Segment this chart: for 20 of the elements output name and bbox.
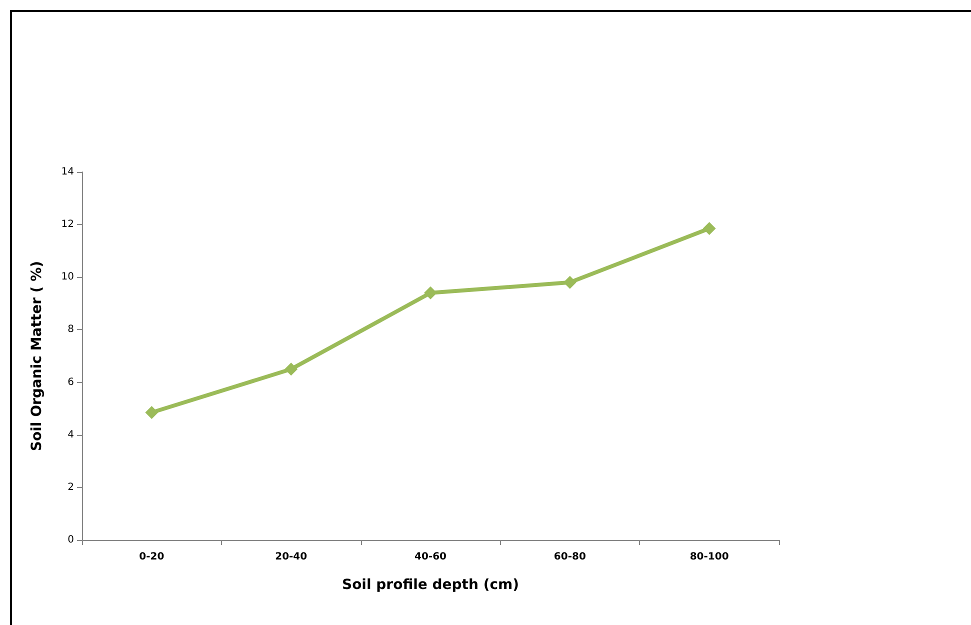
x-tick-label: 0-20 bbox=[139, 552, 164, 562]
y-tick-label: 0 bbox=[68, 534, 74, 546]
y-axis-title: Soil Organic Matter ( %) bbox=[29, 260, 45, 452]
point bbox=[702, 222, 716, 236]
y-tick-label: 8 bbox=[68, 324, 74, 336]
x-axis-title: Soil profile depth (cm) bbox=[342, 577, 520, 593]
point bbox=[145, 406, 158, 420]
point bbox=[424, 286, 437, 300]
y-tick-label: 2 bbox=[68, 482, 74, 493]
x-tick-label: 20-40 bbox=[275, 552, 308, 562]
point bbox=[563, 276, 576, 289]
y-tick-label: 10 bbox=[61, 272, 74, 283]
x-tick-label: 40-60 bbox=[414, 552, 447, 562]
y-tick-label: 14 bbox=[61, 166, 74, 178]
y-tick-label: 6 bbox=[68, 376, 74, 388]
y-tick-label: 12 bbox=[61, 219, 74, 230]
x-tick-label: 60-80 bbox=[554, 552, 586, 562]
point bbox=[284, 362, 298, 376]
x-tick-label: 80-100 bbox=[690, 552, 729, 562]
y-tick-label: 4 bbox=[68, 429, 74, 440]
